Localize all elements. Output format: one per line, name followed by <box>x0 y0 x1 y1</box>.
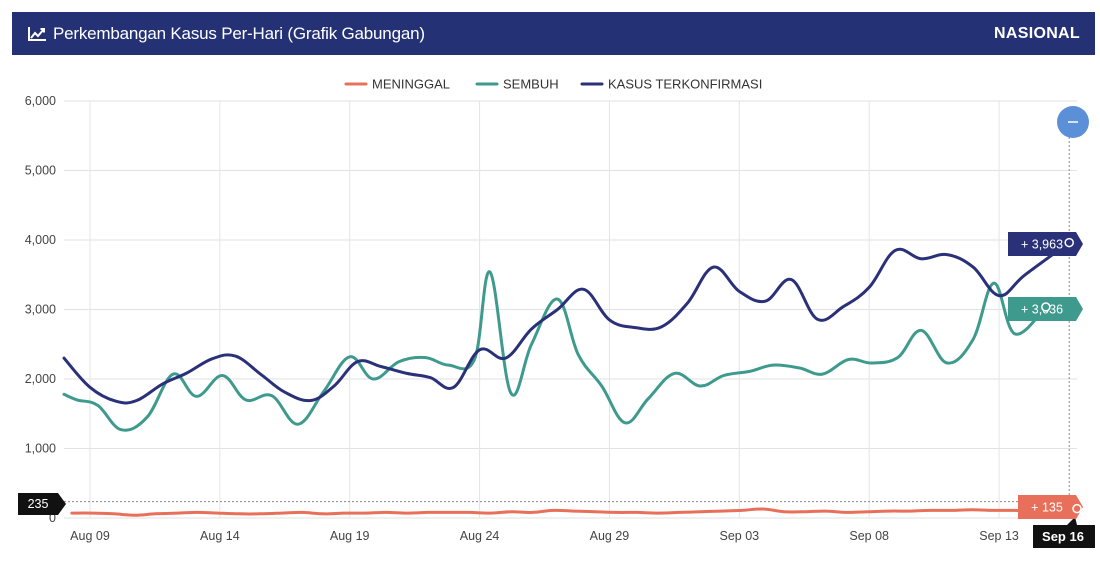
legend: MENINGGAL SEMBUH KASUS TERKONFIRMASI <box>344 77 762 92</box>
x-tick-label: Aug 14 <box>200 529 240 543</box>
x-tick-label: Sep 08 <box>849 529 889 543</box>
scope-label: NASIONAL <box>994 24 1080 42</box>
crosshair-point-kasus <box>1064 237 1074 248</box>
crosshair-value-label-meninggal: + 135 <box>1018 495 1083 519</box>
legend-label-meninggal: MENINGGAL <box>372 77 450 92</box>
legend-label-kasus: KASUS TERKONFIRMASI <box>608 77 762 92</box>
series-line-sembuh <box>62 270 1048 432</box>
x-tick-label: Aug 09 <box>70 529 110 543</box>
crosshair-value-label-bg <box>1008 232 1083 256</box>
y-tick-label: 5,000 <box>25 164 56 178</box>
x-tick-label: Sep 03 <box>720 529 760 543</box>
y-tick-label: 0 <box>49 511 56 525</box>
crosshair-value-label-text: + 135 <box>1031 501 1063 515</box>
chart-title: Perkembangan Kasus Per-Hari (Grafik Gabu… <box>53 23 425 43</box>
zoom-out-button[interactable] <box>1057 106 1089 138</box>
crosshair-y-label-text: 235 <box>28 497 49 511</box>
grid-layer: 6,000 5,000 4,000 3,000 2,000 1,000 0 Aug 09 Aug… <box>25 94 1077 543</box>
y-tick-label: 1,000 <box>25 442 56 456</box>
y-tick-label: 4,000 <box>25 233 56 247</box>
crosshair-x-label-bg <box>1033 517 1095 548</box>
x-tick-label: Aug 29 <box>590 529 630 543</box>
crosshair-y-label-bg <box>18 493 66 515</box>
series-line-meninggal <box>70 507 1079 517</box>
crosshair-y-label: 235 <box>18 493 66 515</box>
crosshair-point-meninggal <box>1072 503 1082 514</box>
y-tick-label: 6,000 <box>25 94 56 108</box>
x-tick-label: Aug 24 <box>460 529 500 543</box>
x-tick-label: Sep 13 <box>979 529 1019 543</box>
line-chart-icon <box>28 26 46 41</box>
x-tick-label: Aug 19 <box>330 529 370 543</box>
chart-header: Perkembangan Kasus Per-Hari (Grafik Gabu… <box>12 12 1095 55</box>
crosshair-value-label-kasus: + 3,963 <box>1008 232 1083 256</box>
crosshair-x-label: Sep 16 <box>1033 517 1095 548</box>
y-tick-label: 3,000 <box>25 303 56 317</box>
series-layer <box>62 241 1079 517</box>
crosshair-point-sembuh <box>1041 302 1051 312</box>
series-line-kasus <box>62 241 1071 405</box>
crosshair-x-label-text: Sep 16 <box>1042 529 1084 544</box>
legend-label-sembuh: SEMBUH <box>503 77 559 92</box>
crosshair-value-label-bg <box>1018 495 1083 519</box>
header-title-group: Perkembangan Kasus Per-Hari (Grafik Gabu… <box>27 24 425 44</box>
y-tick-label: 2,000 <box>25 372 56 386</box>
crosshair-value-label-text: + 3,963 <box>1021 238 1063 252</box>
